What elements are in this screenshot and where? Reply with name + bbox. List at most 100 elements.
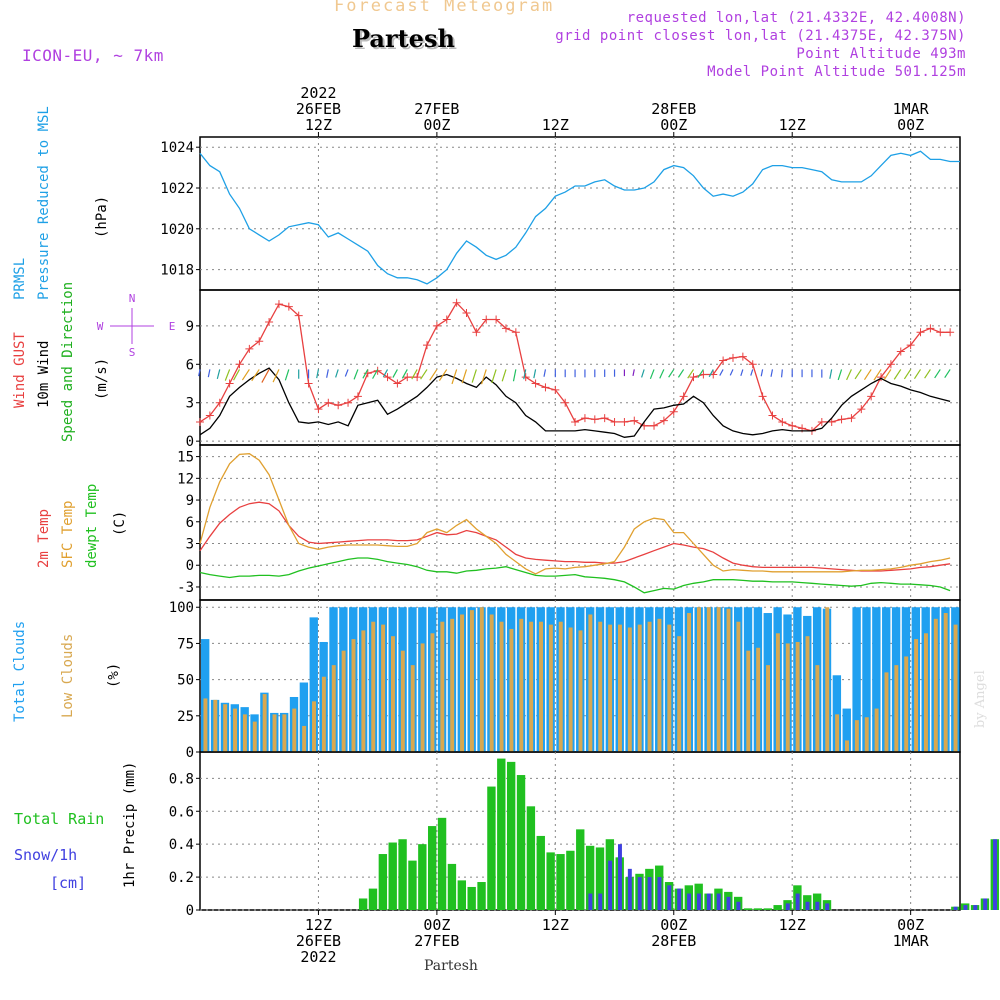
bar-low-clouds: [479, 607, 484, 752]
wind-direction-arrow: [873, 369, 882, 381]
bar-low-clouds: [578, 630, 583, 752]
precip-ylabel: 1hr Precip (mm): [122, 762, 138, 888]
bar-total-rain: [526, 806, 536, 910]
bar-low-clouds: [864, 717, 869, 752]
bar-low-clouds: [223, 704, 228, 752]
bar-low-clouds: [884, 672, 889, 752]
bar-low-clouds: [667, 624, 672, 752]
gust-point-marker: [215, 398, 224, 407]
gust-point-marker: [511, 328, 520, 337]
bar-low-clouds: [588, 614, 593, 752]
bar-low-clouds: [933, 618, 938, 752]
clouds-ytick-label: 50: [177, 673, 194, 689]
bar-snow-1h: [953, 906, 958, 910]
clouds-ytick-label: 0: [186, 745, 194, 761]
wind-direction-arrow: [944, 369, 951, 378]
gridpoint-coords: grid point closest lon,lat (21.4375E, 42…: [555, 28, 966, 44]
clouds-ytick-label: 100: [169, 600, 194, 616]
bar-snow-1h: [805, 901, 810, 910]
bar-low-clouds: [469, 610, 474, 752]
pressure-ylabel: (hPa): [94, 196, 110, 238]
pressure-ytick-label: 1022: [160, 181, 194, 197]
bottom-time-label: 12Z: [305, 916, 332, 934]
wind-direction-arrow: [429, 369, 438, 381]
wind-direction-arrow: [512, 369, 517, 382]
gust-point-marker: [314, 405, 323, 414]
wind-direction-arrow: [401, 369, 408, 379]
gust-point-marker: [225, 379, 234, 388]
bar-low-clouds: [904, 656, 909, 752]
bar-total-rain: [398, 839, 407, 910]
bar-total-rain: [743, 908, 753, 910]
precip-ytick-label: 0.4: [169, 837, 194, 853]
wind-direction-arrow: [501, 369, 507, 382]
bar-total-rain: [546, 852, 555, 910]
wind-direction-arrow: [261, 369, 270, 383]
gust-point-marker: [600, 414, 609, 423]
wind-direction-arrow: [697, 369, 704, 378]
wind-direction-arrow: [420, 369, 428, 380]
wind-direction-arrow: [760, 369, 764, 377]
bar-low-clouds: [835, 714, 840, 752]
top-time-label: 27FEB: [414, 100, 459, 118]
gust-point-marker: [650, 421, 659, 430]
gust-point-marker: [423, 341, 432, 350]
total-clouds-title: Total Clouds: [12, 621, 28, 722]
bar-total-rain: [576, 829, 585, 910]
bar-snow-1h: [618, 844, 622, 910]
bar-snow-1h: [963, 905, 968, 910]
bar-low-clouds: [302, 725, 307, 752]
temp-title: 2m Temp: [36, 509, 52, 568]
bar-total-clouds: [832, 675, 842, 752]
wind-direction-arrow: [372, 369, 379, 379]
bar-low-clouds: [450, 618, 455, 752]
bar-snow-1h: [973, 905, 978, 910]
bar-total-rain: [516, 775, 526, 910]
compass-south: S: [129, 346, 136, 359]
gust-point-marker: [788, 421, 797, 430]
bar-low-clouds: [252, 721, 257, 752]
bottom-time-label: 27FEB: [414, 932, 459, 950]
wind-direction-arrow: [780, 369, 783, 378]
gust-point-marker: [324, 398, 333, 407]
gust-point-marker: [886, 360, 895, 369]
bar-total-rain: [467, 886, 476, 910]
gust-point-marker: [492, 315, 501, 324]
bar-low-clouds: [953, 624, 958, 752]
gust-point-marker: [274, 300, 283, 309]
bar-low-clouds: [795, 641, 800, 752]
bar-low-clouds: [894, 665, 899, 752]
bar-total-rain: [437, 817, 447, 910]
wind-dir-title: Speed and Direction: [60, 282, 76, 442]
series-line-sfc-temp: [199, 453, 951, 575]
bar-low-clouds: [637, 624, 642, 752]
bottom-time-label: 26FEB: [296, 932, 341, 950]
bar-low-clouds: [539, 621, 543, 752]
wind-direction-arrow: [316, 369, 320, 379]
bar-snow-1h: [785, 903, 790, 910]
gust-point-marker: [906, 341, 915, 350]
series-line-prmsl: [199, 150, 960, 285]
bar-low-clouds: [509, 628, 514, 752]
bar-snow-1h: [677, 888, 682, 910]
bar-snow-1h: [983, 898, 988, 910]
bar-low-clouds: [854, 720, 859, 752]
gust-point-marker: [294, 311, 303, 320]
bar-low-clouds: [647, 621, 652, 752]
bar-snow-1h: [627, 868, 632, 910]
bar-total-rain: [566, 850, 575, 910]
bottom-time-label: 00Z: [897, 916, 924, 934]
series-line-2m-temp: [199, 501, 951, 572]
point-altitude: Point Altitude 493m: [796, 46, 966, 62]
bar-low-clouds: [696, 607, 701, 752]
series-line-10m-wind: [199, 367, 951, 438]
temperature-ytick-label: 15: [177, 450, 194, 466]
wind-direction-arrow: [233, 369, 241, 381]
bar-snow-1h: [696, 893, 701, 910]
top-time-label: 12Z: [542, 116, 569, 134]
wind-direction-arrow: [241, 369, 250, 381]
gust-point-marker: [778, 417, 787, 426]
wind-direction-arrow: [854, 369, 862, 380]
wind-direction-arrow: [687, 369, 695, 379]
gust-point-marker: [936, 328, 945, 337]
